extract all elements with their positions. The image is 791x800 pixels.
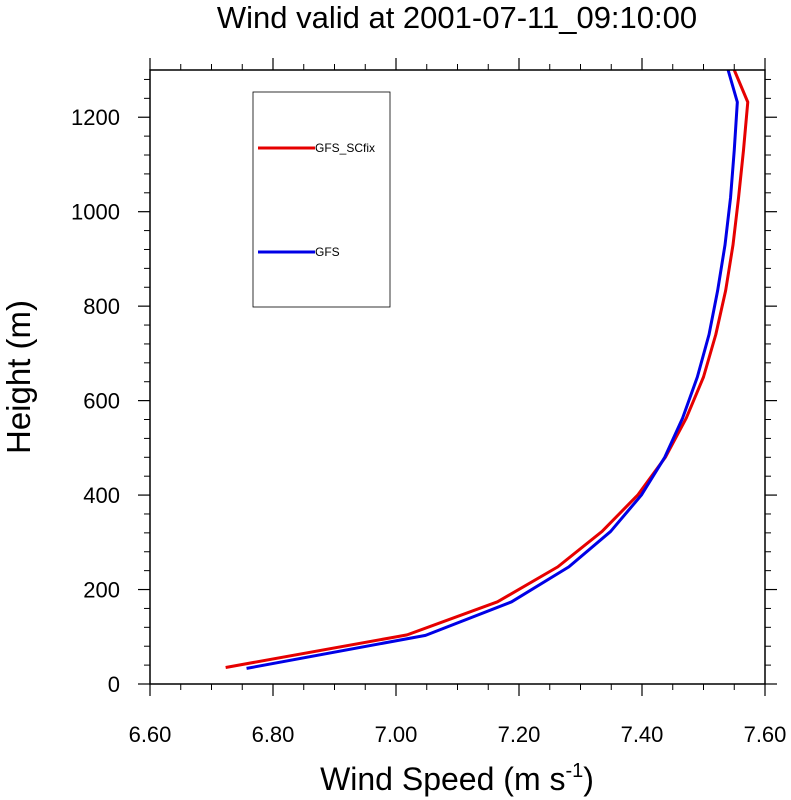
x-tick-labels: 6.60 6.80 7.00 7.20 7.40 7.60	[129, 722, 787, 747]
series-line-gfs	[246, 69, 739, 670]
legend: GFS_SCfix GFS	[252, 91, 391, 308]
legend-label-gfs: GFS	[315, 245, 340, 259]
y-tick-labels: 0 200 400 600 800 1000 1200	[71, 105, 120, 697]
series-lines	[225, 69, 750, 670]
chart-title: Wind valid at 2001-07-11_09:10:00	[217, 0, 697, 35]
x-tick-label: 7.40	[621, 722, 664, 747]
axis-ticks	[138, 58, 777, 696]
y-tick-label: 200	[83, 578, 120, 603]
y-tick-label: 400	[83, 483, 120, 508]
x-axis-label: Wind Speed (m s-1)	[320, 760, 594, 797]
y-tick-label: 0	[108, 672, 120, 697]
x-tick-label: 6.80	[252, 722, 295, 747]
y-axis-label: Height (m)	[0, 300, 37, 454]
y-tick-label: 1200	[71, 105, 120, 130]
series-line-gfs-scfix	[225, 69, 750, 669]
x-tick-label: 6.60	[129, 722, 172, 747]
plot-frame	[149, 69, 766, 685]
legend-label-gfs-scfix: GFS_SCfix	[315, 141, 375, 155]
x-tick-label: 7.00	[375, 722, 418, 747]
y-tick-label: 600	[83, 389, 120, 414]
x-tick-label: 7.20	[498, 722, 541, 747]
legend-box	[252, 91, 391, 308]
y-tick-label: 1000	[71, 200, 120, 225]
y-tick-label: 800	[83, 294, 120, 319]
x-tick-label: 7.60	[744, 722, 787, 747]
